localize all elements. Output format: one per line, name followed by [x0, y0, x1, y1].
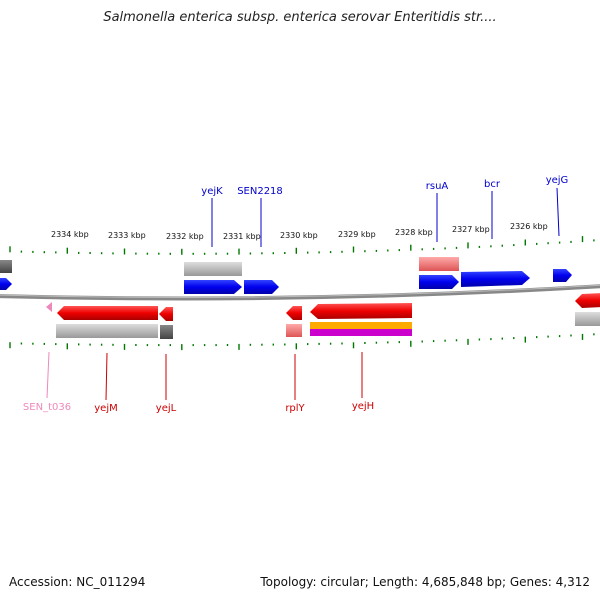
gene-yejM-gray[interactable] [56, 324, 158, 338]
gene-yejL-arrow[interactable] [159, 307, 173, 321]
accession-text: Accession: NC_011294 [9, 575, 146, 589]
gene-rsuA-arrow[interactable] [419, 275, 459, 289]
gene-yejH-orange[interactable] [310, 322, 412, 329]
kbp-label: 2334 kbp [51, 230, 89, 239]
gene-label-rsuA[interactable]: rsuA [426, 181, 449, 192]
kbp-label: 2331 kbp [223, 232, 261, 241]
reverse-strand-features [46, 293, 600, 339]
gene-label-SEN_t036[interactable]: SEN_t036 [23, 402, 71, 413]
gene-label-yejK[interactable]: yejK [201, 186, 223, 197]
gene-arrow-reverse[interactable] [575, 293, 600, 308]
kbp-label: 2332 kbp [166, 232, 204, 241]
kbp-label: 2330 kbp [280, 231, 318, 240]
gene-label-bcr[interactable]: bcr [484, 179, 501, 190]
lower-tick-row [9, 333, 595, 351]
top-gene-labels: yejK SEN2218 rsuA bcr yejG [201, 175, 568, 247]
kbp-label: 2333 kbp [108, 231, 146, 240]
gene-yejL-gray[interactable] [160, 325, 173, 339]
genome-backbone [0, 284, 600, 301]
gene-yejH-arrow[interactable] [310, 303, 412, 319]
organism-title: Salmonella enterica subsp. enterica sero… [103, 10, 497, 25]
gene-SEN2218-arrow[interactable] [244, 280, 279, 294]
gene-rplY-pink[interactable] [286, 324, 302, 337]
kbp-label: 2326 kbp [510, 222, 548, 231]
gene-label-rplY[interactable]: rplY [285, 403, 305, 414]
gene-label-SEN2218[interactable]: SEN2218 [237, 186, 283, 197]
upper-tick-row [9, 236, 595, 255]
gene-label-yejH[interactable]: yejH [352, 401, 374, 412]
gene-rsuA-pink[interactable] [419, 257, 459, 271]
gene-yejH-magenta[interactable] [310, 329, 412, 336]
gene-rplY-arrow[interactable] [286, 306, 302, 320]
gene-label-yejG[interactable]: yejG [546, 175, 569, 186]
bottom-gene-labels: SEN_t036 yejM yejL rplY yejH [23, 351, 374, 414]
gene-bcr-arrow[interactable] [461, 271, 530, 287]
gene-yejM-arrow[interactable] [57, 306, 158, 320]
gene-feature-gray[interactable] [575, 312, 600, 326]
genome-stats-text: Topology: circular; Length: 4,685,848 bp… [260, 575, 590, 589]
kbp-label: 2327 kbp [452, 225, 490, 234]
gene-label-yejM[interactable]: yejM [94, 403, 117, 414]
leader-line [556, 187, 560, 237]
gene-feature-gray[interactable] [0, 260, 12, 273]
kbp-label: 2328 kbp [395, 228, 433, 237]
trna-SEN_t036[interactable] [46, 302, 52, 312]
leader-line [46, 351, 50, 399]
genome-backbone-highlight [0, 284, 600, 298]
kbp-label: 2329 kbp [338, 230, 376, 239]
gene-arrow-forward[interactable] [0, 278, 12, 290]
gene-yejK-gray[interactable] [184, 262, 242, 276]
kbp-scale: 2334 kbp 2333 kbp 2332 kbp 2331 kbp 2330… [51, 222, 548, 241]
gene-yejK-arrow[interactable] [184, 280, 242, 294]
gene-yejG-arrow[interactable] [553, 269, 572, 282]
gene-label-yejL[interactable]: yejL [156, 403, 177, 414]
leader-line [105, 352, 108, 401]
forward-strand-features [0, 257, 572, 294]
